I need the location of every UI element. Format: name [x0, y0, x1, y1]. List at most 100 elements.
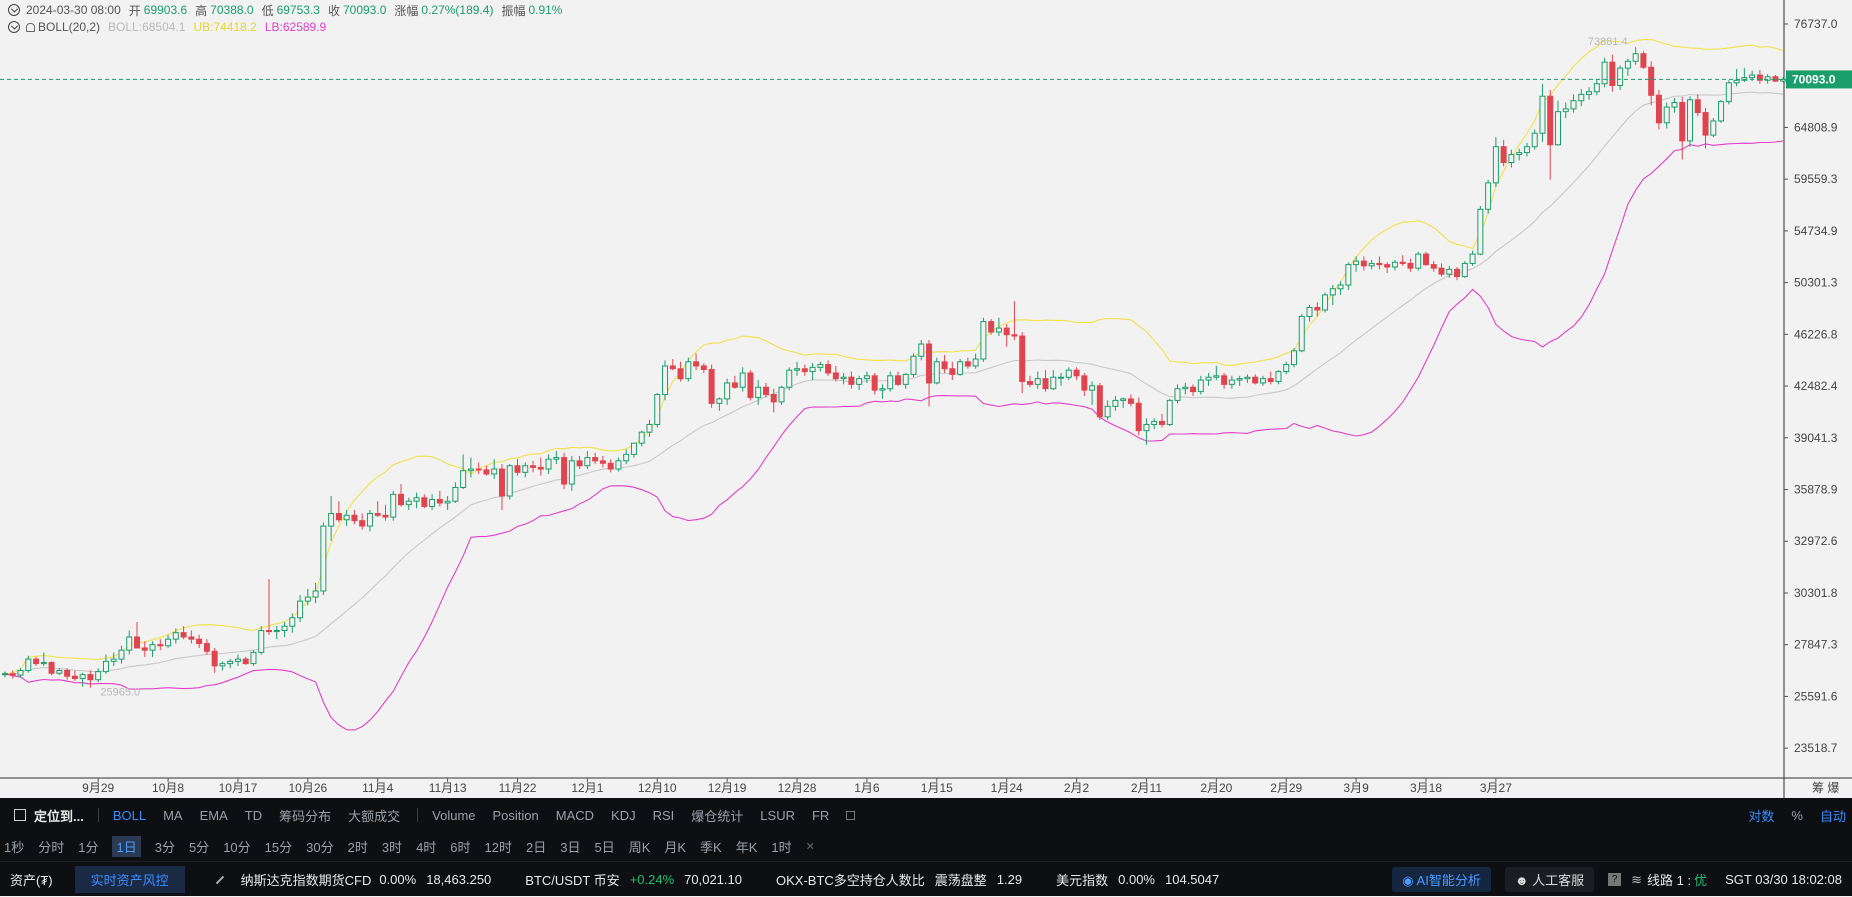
collapse-icon[interactable] [8, 4, 20, 16]
indicator-bigtrade[interactable]: 大额成交 [348, 808, 401, 824]
x-tick-label: 1月6 [854, 781, 880, 795]
boll-mid: BOLL:68504.1 [108, 20, 186, 34]
edit-icon[interactable] [215, 875, 224, 884]
close-icon[interactable]: ✕ [805, 840, 815, 853]
risk-control-button[interactable]: 实时资产风控 [74, 866, 185, 893]
candlestick-chart[interactable]: 76737.0 64808.9 59559.3 54734.9 50301.3 46226… [0, 0, 1852, 798]
assets-label[interactable]: 资产(₮) [10, 873, 53, 888]
btc-name[interactable]: BTC/USDT 币安 [525, 873, 620, 888]
indicator-ema[interactable]: EMA [199, 807, 228, 823]
timeframe-8[interactable]: 30分 [306, 839, 334, 855]
candle-body [848, 376, 855, 385]
line-label[interactable]: 线路 1 : [1647, 873, 1692, 888]
timeframe-2[interactable]: 1分 [78, 839, 99, 855]
candle-body [1725, 82, 1732, 103]
candle-body [118, 649, 125, 660]
timeframe-4[interactable]: 3分 [154, 839, 175, 855]
candle-body [972, 358, 979, 367]
candle-body [87, 674, 94, 681]
timeframe-20[interactable]: 年K [735, 839, 758, 855]
timeframe-17[interactable]: 周K [628, 839, 651, 855]
timeframe-14[interactable]: 2日 [526, 839, 547, 855]
candle-body [436, 498, 443, 504]
x-tick-label: 3月27 [1480, 781, 1512, 795]
sub-macd[interactable]: MACD [555, 807, 595, 823]
candle-body [483, 469, 490, 475]
timeframe-21[interactable]: 1时 [771, 839, 792, 855]
indicator-ma[interactable]: MA [163, 807, 183, 823]
sub-position[interactable]: Position [492, 807, 539, 823]
timeframe-11[interactable]: 4时 [416, 839, 437, 855]
wifi-icon: ≋ [1631, 871, 1643, 887]
locate-button[interactable]: 定位到... [34, 808, 84, 824]
timeframe-19[interactable]: 季K [700, 839, 722, 855]
timeframe-16[interactable]: 5日 [594, 839, 615, 855]
candle-body [1151, 420, 1158, 425]
candle-body [926, 343, 933, 384]
candle-body [918, 343, 925, 357]
okx-name[interactable]: OKX-BTC多空持仓人数比 [775, 873, 925, 888]
line-quality: 优 [1694, 873, 1708, 888]
candle-body [964, 361, 971, 367]
candle-body [607, 462, 614, 470]
external-link-icon[interactable] [846, 810, 856, 820]
timeframe-13[interactable]: 12时 [484, 839, 512, 855]
boll-lb: LB:62589.9 [264, 20, 327, 34]
candle-body [1190, 386, 1197, 393]
candle-body [1648, 66, 1655, 96]
high-label: 高 [195, 3, 208, 18]
sub-liquidation[interactable]: 爆仓统计 [691, 808, 744, 824]
sub-rsi[interactable]: RSI [652, 807, 675, 823]
candle-body [320, 525, 327, 592]
candle-body [871, 375, 878, 391]
support-button[interactable]: ☻ 人工客服 [1504, 867, 1595, 892]
timeframe-6[interactable]: 10分 [223, 839, 251, 855]
timeframe-1[interactable]: 分时 [38, 839, 65, 855]
timeframe-10[interactable]: 3时 [381, 839, 403, 855]
calendar-icon[interactable] [14, 809, 26, 821]
candle-body [1500, 146, 1507, 164]
scale-auto[interactable]: 自动 [1819, 808, 1846, 824]
collapse-icon[interactable] [8, 21, 20, 33]
max-price-label: 73881.4 [1588, 36, 1628, 48]
help-icon[interactable]: ? [1608, 873, 1622, 886]
candle-body [1275, 371, 1282, 383]
nasdaq-name[interactable]: 纳斯达克指数期货CFD [240, 873, 372, 888]
sub-kdj[interactable]: KDJ [611, 807, 636, 823]
boll-mid-line [4, 91, 1784, 675]
candle-body [398, 493, 405, 506]
timeframe-7[interactable]: 15分 [264, 839, 293, 855]
timeframe-12[interactable]: 6时 [450, 839, 471, 855]
candle-body [242, 658, 249, 665]
sub-fr[interactable]: FR [811, 807, 830, 823]
candle-body [1461, 262, 1468, 278]
indicator-td[interactable]: TD [244, 807, 263, 823]
x-tick-label: 12月28 [778, 781, 817, 795]
candle-body [669, 365, 676, 370]
candle-body [165, 638, 172, 647]
y-tick-label: 39041.3 [1794, 431, 1838, 445]
timeframe-15[interactable]: 3日 [560, 839, 581, 855]
candle-body [211, 650, 218, 667]
candle-body [25, 658, 32, 671]
timeframe-18[interactable]: 月K [664, 839, 687, 855]
indicator-chip[interactable]: 筹码分布 [279, 808, 332, 824]
indicator-boll[interactable]: BOLL [112, 807, 147, 823]
scale-percent[interactable]: % [1791, 807, 1803, 823]
timeframe-5[interactable]: 5分 [188, 839, 210, 855]
candle-body [110, 658, 117, 662]
candle-body [1259, 378, 1266, 384]
candle-body [662, 365, 669, 396]
timeframe-3[interactable]: 1日 [112, 835, 141, 857]
timeframe-9[interactable]: 2时 [347, 839, 368, 855]
scale-log[interactable]: 对数 [1748, 808, 1775, 824]
ai-analysis-button[interactable]: ◉ AI智能分析 [1392, 867, 1491, 892]
candle-body [1624, 60, 1631, 69]
sub-lsur[interactable]: LSUR [760, 807, 795, 823]
last-price-label: 70093.0 [1792, 72, 1836, 86]
chart-area[interactable]: 76737.0 64808.9 59559.3 54734.9 50301.3 46226… [0, 0, 1852, 798]
bell-icon[interactable] [26, 22, 35, 32]
sub-volume[interactable]: Volume [432, 807, 476, 823]
usd-name[interactable]: 美元指数 [1056, 873, 1109, 888]
timeframe-0[interactable]: 1秒 [4, 839, 25, 855]
